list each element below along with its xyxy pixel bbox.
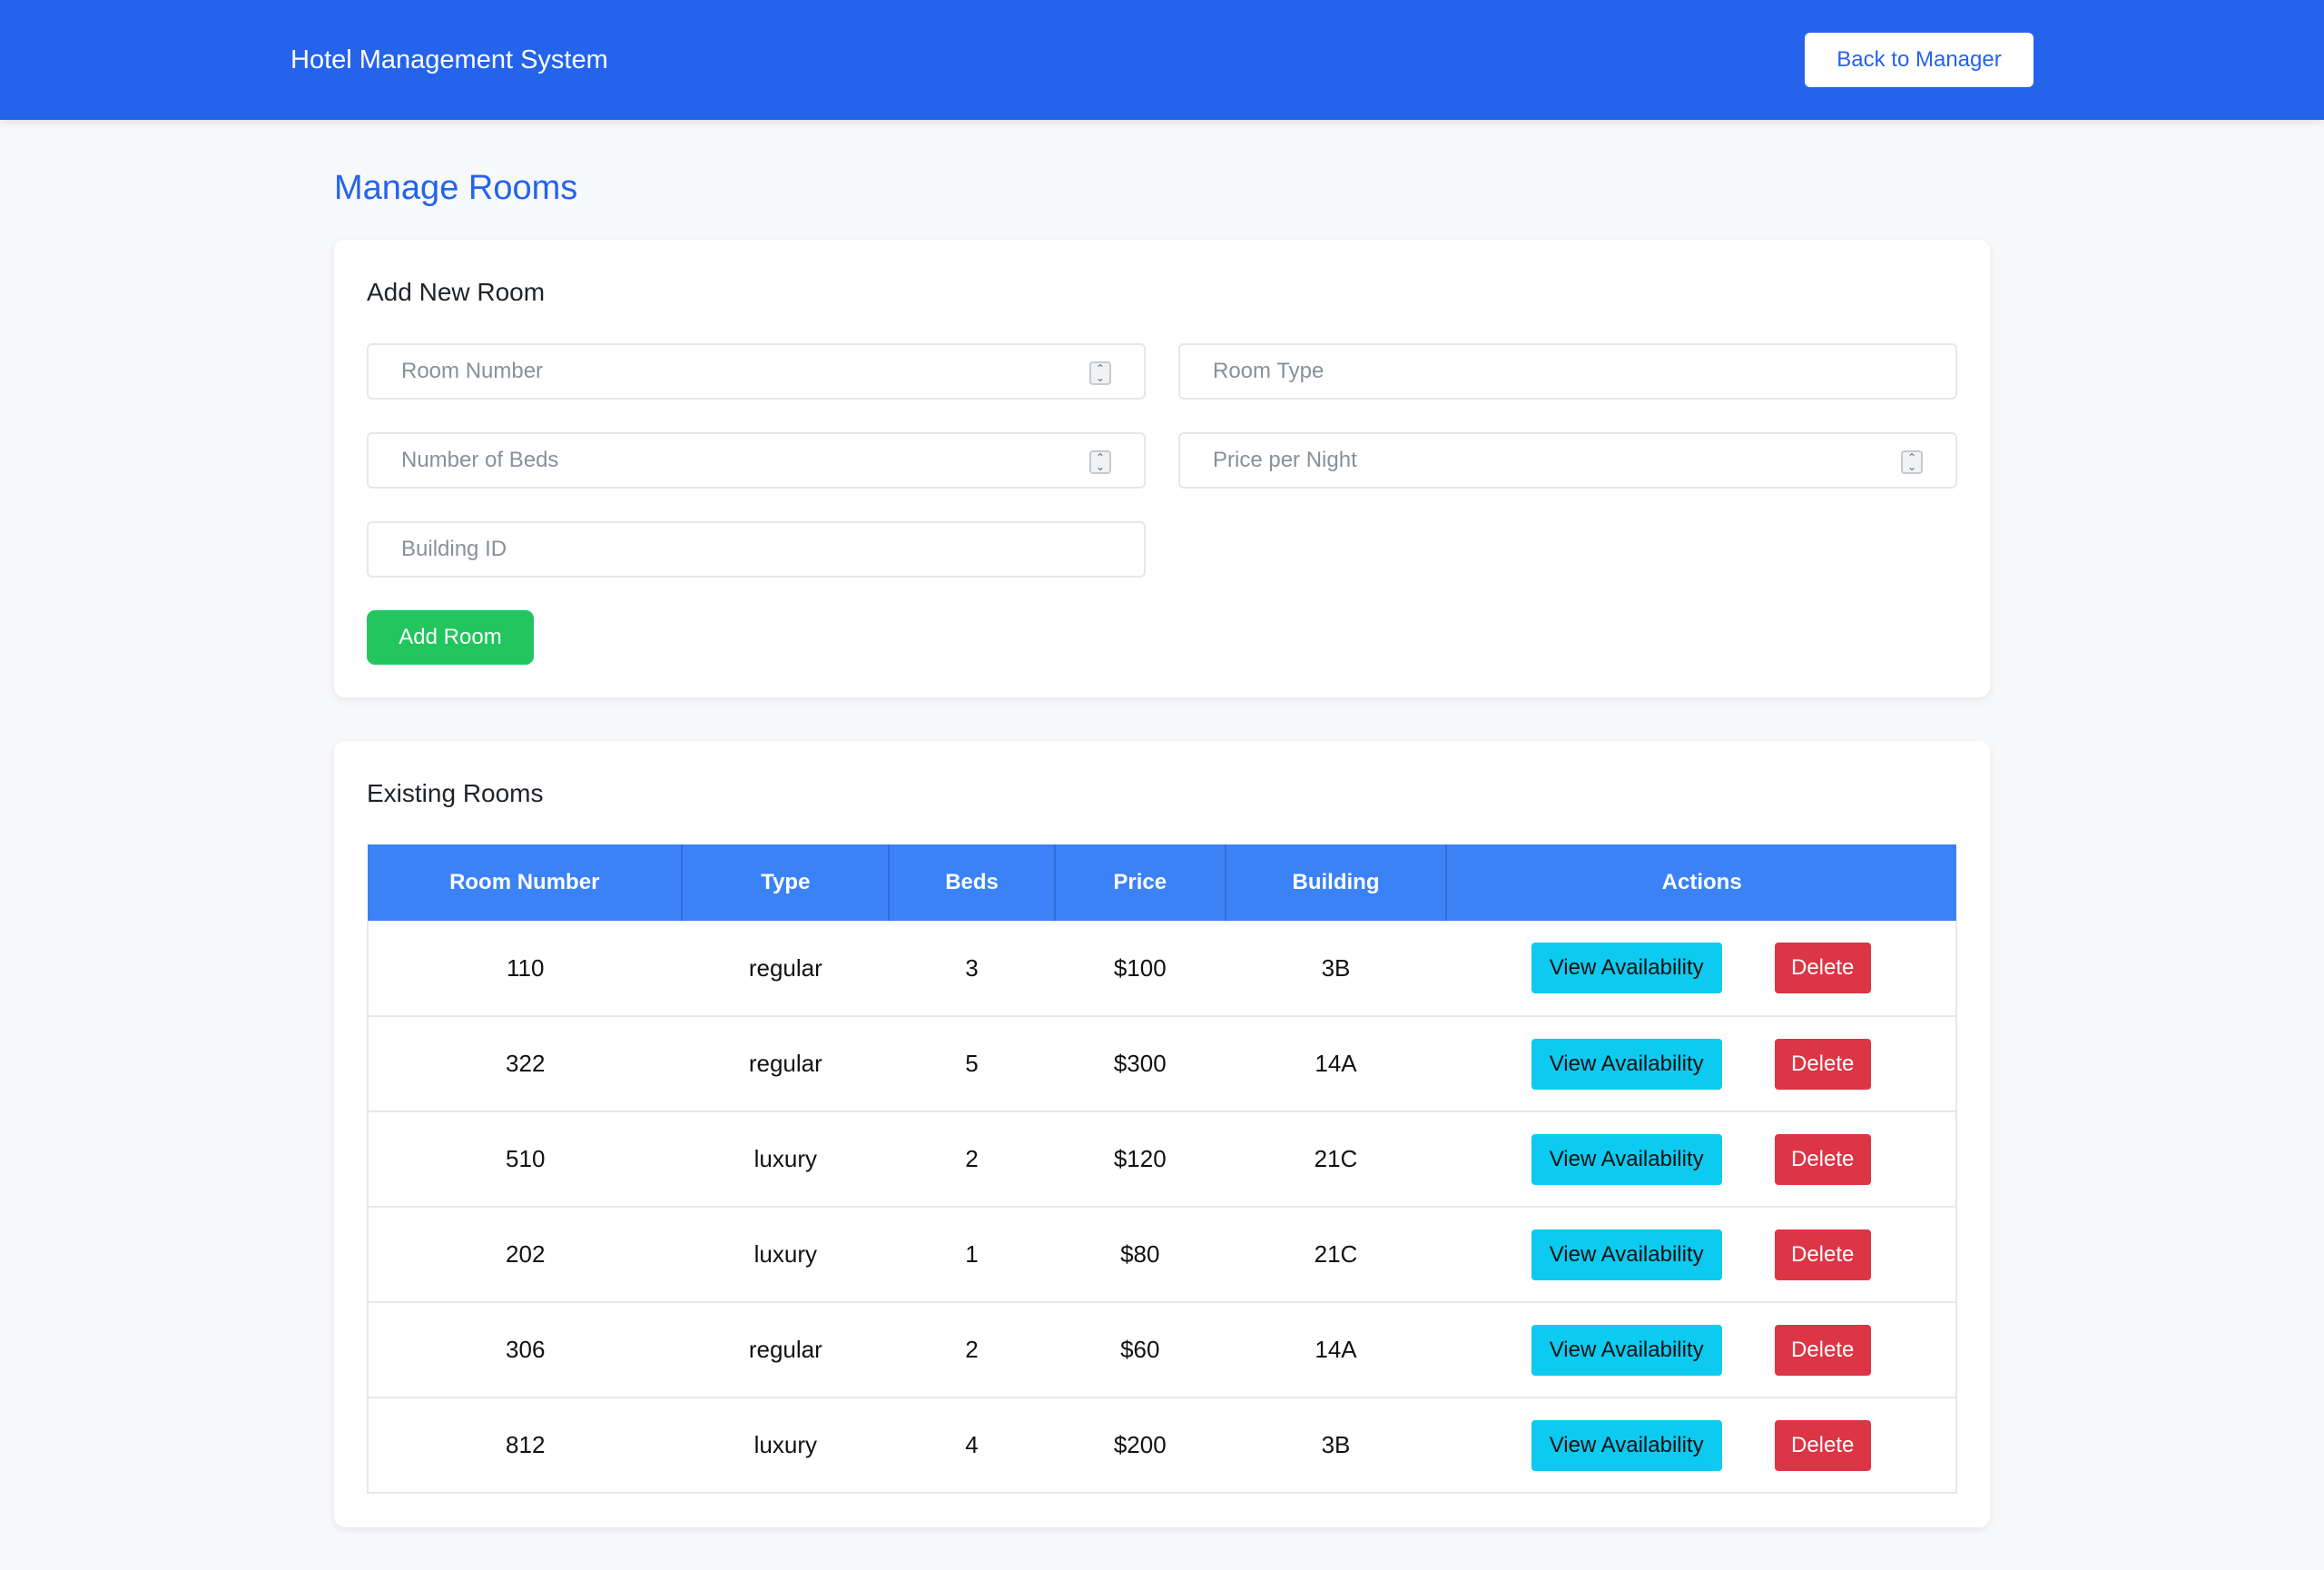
header-price: Price [1054, 844, 1226, 921]
table-row: 202 luxury 1 $80 21C View Availability Delete [366, 1207, 1957, 1303]
rooms-table: Room Number Type Beds Price Building Act… [366, 844, 1957, 1494]
table-row: 322 regular 5 $300 14A View Availability Delet… [366, 1016, 1957, 1112]
cell-type: regular [682, 1016, 890, 1112]
view-availability-button[interactable]: View Availability [1531, 1038, 1722, 1090]
app-brand: Hotel Management System [290, 45, 608, 74]
cell-type: regular [682, 921, 890, 1017]
cell-room-number: 110 [366, 921, 683, 1017]
back-to-manager-button[interactable]: Back to Manager [1805, 33, 2034, 87]
cell-actions: View Availability Delete [1446, 921, 1957, 1017]
view-availability-button[interactable]: View Availability [1531, 1229, 1722, 1280]
cell-beds: 4 [889, 1397, 1055, 1494]
header-building: Building [1225, 844, 1448, 921]
cell-room-number: 812 [366, 1397, 683, 1494]
add-room-button[interactable]: Add Room [367, 610, 534, 665]
cell-room-number: 202 [366, 1207, 683, 1303]
view-availability-button[interactable]: View Availability [1531, 1419, 1722, 1471]
delete-room-button[interactable]: Delete [1774, 1229, 1871, 1280]
cell-building: 3B [1225, 1397, 1447, 1494]
existing-rooms-card: Existing Rooms Room Number Type Beds Pri… [334, 741, 1990, 1527]
cell-price: $80 [1054, 1207, 1226, 1303]
cell-price: $200 [1054, 1397, 1226, 1494]
building-id-input[interactable] [369, 523, 1144, 576]
table-row: 510 luxury 2 $120 21C View Availability Delete [366, 1111, 1957, 1208]
page-title: Manage Rooms [334, 169, 578, 207]
row-actions: View Availability Delete [1446, 1324, 1955, 1376]
cell-type: luxury [682, 1397, 890, 1494]
row-actions: View Availability Delete [1446, 1038, 1955, 1090]
row-actions: View Availability Delete [1446, 1229, 1955, 1280]
cell-type: regular [682, 1302, 890, 1398]
top-navbar: Hotel Management System Back to Manager [0, 0, 2324, 120]
cell-room-number: 510 [366, 1111, 683, 1208]
cell-room-number: 322 [366, 1016, 683, 1112]
price-stepper-icon[interactable]: ⌃ ⌄ [1901, 450, 1923, 474]
header-type: Type [682, 844, 891, 921]
cell-price: $120 [1054, 1111, 1226, 1208]
table-row: 812 luxury 4 $200 3B View Availability Delete [366, 1397, 1957, 1494]
header-beds: Beds [889, 844, 1056, 921]
view-availability-button[interactable]: View Availability [1531, 943, 1722, 993]
cell-type: luxury [682, 1111, 890, 1208]
row-actions: View Availability Delete [1446, 1419, 1955, 1471]
delete-room-button[interactable]: Delete [1774, 1038, 1871, 1090]
add-room-card: Add New Room ⌃⌄ ⌃⌄ ⌃⌄ Add Room [334, 240, 1990, 697]
cell-actions: View Availability Delete [1446, 1397, 1957, 1494]
room-number-input[interactable] [369, 345, 1144, 398]
view-availability-button[interactable]: View Availability [1531, 1324, 1722, 1376]
header-room-number: Room Number [368, 844, 684, 921]
room-type-field [1178, 343, 1957, 400]
cell-building: 14A [1225, 1016, 1447, 1112]
cell-beds: 2 [889, 1302, 1055, 1398]
view-availability-button[interactable]: View Availability [1531, 1133, 1722, 1185]
delete-room-button[interactable]: Delete [1774, 1419, 1871, 1471]
header-actions: Actions [1446, 844, 1956, 921]
add-room-title: Add New Room [367, 278, 546, 306]
cell-actions: View Availability Delete [1446, 1016, 1957, 1112]
beds-stepper-icon[interactable]: ⌃ ⌄ [1089, 450, 1111, 474]
cell-building: 21C [1225, 1207, 1447, 1303]
delete-room-button[interactable]: Delete [1774, 943, 1871, 993]
cell-price: $100 [1054, 921, 1226, 1017]
row-actions: View Availability Delete [1446, 1133, 1955, 1185]
cell-room-number: 306 [366, 1302, 683, 1398]
cell-actions: View Availability Delete [1446, 1302, 1957, 1398]
cell-price: $300 [1054, 1016, 1226, 1112]
table-header-row: Room Number Type Beds Price Building Act… [368, 844, 1956, 921]
cell-price: $60 [1054, 1302, 1226, 1398]
cell-building: 14A [1225, 1302, 1447, 1398]
room-number-field: ⌃⌄ [367, 343, 1146, 400]
row-actions: View Availability Delete [1446, 943, 1955, 993]
cell-beds: 1 [889, 1207, 1055, 1303]
cell-building: 3B [1225, 921, 1447, 1017]
cell-actions: View Availability Delete [1446, 1207, 1957, 1303]
number-of-beds-input[interactable] [369, 434, 1144, 487]
table-row: 306 regular 2 $60 14A View Availability Delete [366, 1302, 1957, 1398]
table-row: 110 regular 3 $100 3B View Availability Delete [366, 921, 1957, 1017]
building-field [367, 521, 1146, 578]
cell-beds: 2 [889, 1111, 1055, 1208]
beds-field: ⌃⌄ [367, 432, 1146, 489]
room-type-input[interactable] [1180, 345, 1955, 398]
rooms-table-body: 110 regular 3 $100 3B View Availability Delete… [366, 921, 1957, 1494]
room-number-stepper-icon[interactable]: ⌃ ⌄ [1089, 361, 1111, 385]
existing-rooms-title: Existing Rooms [367, 779, 544, 807]
delete-room-button[interactable]: Delete [1774, 1133, 1871, 1185]
price-per-night-input[interactable] [1180, 434, 1955, 487]
cell-building: 21C [1225, 1111, 1447, 1208]
price-field: ⌃⌄ [1178, 432, 1957, 489]
cell-type: luxury [682, 1207, 890, 1303]
delete-room-button[interactable]: Delete [1774, 1324, 1871, 1376]
cell-beds: 5 [889, 1016, 1055, 1112]
cell-actions: View Availability Delete [1446, 1111, 1957, 1208]
cell-beds: 3 [889, 921, 1055, 1017]
